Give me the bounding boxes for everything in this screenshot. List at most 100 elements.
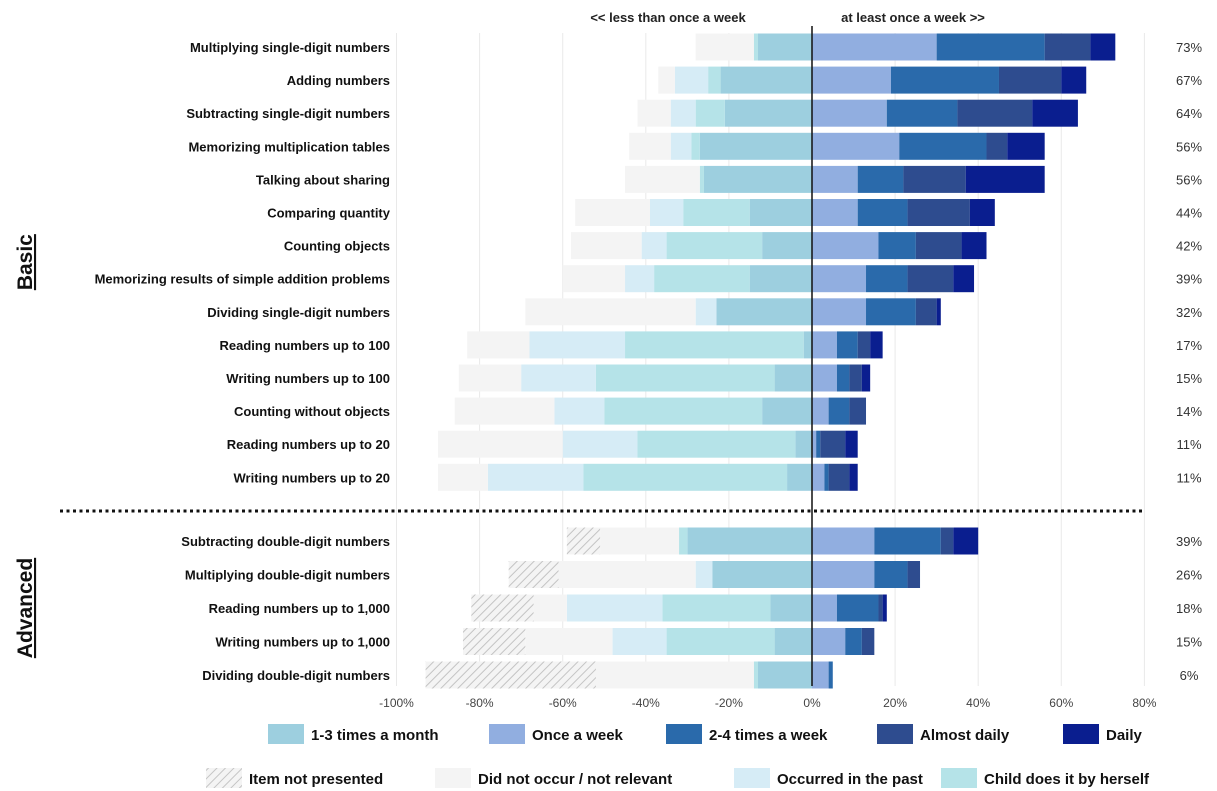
bar-occurred-in-the-past-multiplying-double-digit-numbers	[695, 561, 713, 588]
bar-item-not-presented-subtracting-double-digit-numbers	[566, 527, 601, 555]
category-label-dividing-single-digit-numbers: Dividing single-digit numbers	[207, 305, 390, 320]
bar-did-not-occur-not-relevant-writing-numbers-up-to-100	[458, 364, 522, 392]
category-label-multiplying-single-digit-numbers: Multiplying single-digit numbers	[190, 40, 390, 55]
bar-2-4-times-a-week-reading-numbers-up-to-1-000	[836, 594, 879, 622]
bar-1-3-times-a-month-talking-about-sharing	[703, 165, 812, 193]
bar-did-not-occur-not-relevant-reading-numbers-up-to-1-000	[533, 594, 567, 622]
percent-label-memorizing-multiplication-tables: 56%	[1176, 139, 1202, 154]
legend-item-once-a-week: Once a week	[489, 724, 624, 744]
legend-label-2-4-times-a-week: 2-4 times a week	[709, 727, 828, 744]
x-tick-label-40: 40%	[966, 696, 990, 710]
bar-once-a-week-reading-numbers-up-to-100	[812, 331, 837, 359]
bar-once-a-week-memorizing-results-of-simple-addition-problems	[812, 265, 867, 293]
bar-row-dividing-double-digit-numbers	[425, 661, 833, 689]
bar-1-3-times-a-month-multiplying-double-digit-numbers	[712, 561, 812, 588]
bar-item-not-presented-reading-numbers-up-to-1-000	[471, 594, 534, 622]
legend-swatch-almost-daily	[877, 724, 913, 744]
bar-row-multiplying-single-digit-numbers	[695, 33, 1116, 61]
bar-almost-daily-adding-numbers	[998, 66, 1062, 94]
bar-item-not-presented-multiplying-double-digit-numbers	[508, 561, 559, 588]
bar-2-4-times-a-week-writing-numbers-up-to-1-000	[845, 628, 862, 655]
bar-did-not-occur-not-relevant-multiplying-single-digit-numbers	[695, 33, 754, 61]
bar-once-a-week-dividing-single-digit-numbers	[812, 298, 867, 326]
bar-2-4-times-a-week-reading-numbers-up-to-100	[836, 331, 858, 359]
bar-did-not-occur-not-relevant-writing-numbers-up-to-1-000	[525, 628, 613, 655]
bar-1-3-times-a-month-adding-numbers	[720, 66, 812, 94]
bar-almost-daily-counting-objects	[915, 232, 962, 260]
gridlines	[396, 33, 1145, 686]
bar-once-a-week-multiplying-single-digit-numbers	[812, 33, 937, 61]
bar-almost-daily-memorizing-multiplication-tables	[986, 132, 1008, 160]
bar-1-3-times-a-month-dividing-single-digit-numbers	[716, 298, 812, 326]
bar-daily-comparing-quantity	[969, 199, 995, 226]
bar-2-4-times-a-week-talking-about-sharing	[857, 165, 904, 193]
bar-daily-reading-numbers-up-to-100	[870, 331, 883, 359]
percent-label-multiplying-single-digit-numbers: 73%	[1176, 40, 1202, 55]
percent-labels: 73% 67% 64% 56% 56% 44% 42% 39% 32% 17% 15% 14% 11% 1…	[1176, 40, 1202, 683]
category-label-memorizing-results-of-simple-addition-problems: Memorizing results of simple addition pr…	[95, 272, 390, 287]
percent-label-writing-numbers-up-to-1-000: 15%	[1176, 635, 1202, 650]
x-tick-label-20: -20%	[715, 696, 743, 710]
bar-row-counting-without-objects	[454, 397, 867, 425]
bar-1-3-times-a-month-counting-objects	[762, 232, 812, 260]
x-tick-label-80: -80%	[466, 696, 494, 710]
category-label-counting-without-objects: Counting without objects	[234, 404, 390, 419]
bar-row-counting-objects	[571, 232, 987, 260]
bar-child-does-it-by-herself-subtracting-double-digit-numbers	[679, 527, 688, 555]
bar-child-does-it-by-herself-reading-numbers-up-to-1-000	[662, 594, 771, 622]
bar-child-does-it-by-herself-subtracting-single-digit-numbers	[695, 99, 725, 127]
bar-child-does-it-by-herself-reading-numbers-up-to-20	[637, 430, 796, 458]
percent-label-talking-about-sharing: 56%	[1176, 172, 1202, 187]
bar-daily-memorizing-results-of-simple-addition-problems	[953, 265, 975, 293]
bar-almost-daily-subtracting-single-digit-numbers	[957, 99, 1033, 127]
bar-2-4-times-a-week-multiplying-double-digit-numbers	[874, 561, 908, 588]
legend-swatch-once-a-week	[489, 724, 525, 744]
bar-occurred-in-the-past-counting-without-objects	[554, 397, 605, 425]
bar-once-a-week-counting-objects	[812, 232, 879, 260]
bar-child-does-it-by-herself-talking-about-sharing	[699, 165, 704, 193]
bar-did-not-occur-not-relevant-reading-numbers-up-to-100	[467, 331, 530, 359]
legend-item-almost-daily: Almost daily	[877, 724, 1010, 744]
bar-did-not-occur-not-relevant-dividing-single-digit-numbers	[525, 298, 696, 326]
percent-label-counting-objects: 42%	[1176, 239, 1202, 254]
bar-almost-daily-reading-numbers-up-to-20	[820, 430, 846, 458]
bar-occurred-in-the-past-reading-numbers-up-to-100	[529, 331, 626, 359]
bar-once-a-week-writing-numbers-up-to-20	[812, 463, 825, 491]
bar-2-4-times-a-week-counting-objects	[878, 232, 916, 260]
bar-row-memorizing-multiplication-tables	[629, 132, 1045, 160]
legend-swatch-1-3-times-a-month	[268, 724, 304, 744]
bar-daily-subtracting-double-digit-numbers	[953, 527, 979, 555]
legend-item-item-not-presented: Item not presented	[206, 768, 383, 788]
bar-occurred-in-the-past-writing-numbers-up-to-1-000	[612, 628, 667, 655]
category-label-writing-numbers-up-to-1-000: Writing numbers up to 1,000	[215, 635, 390, 650]
legend-label-daily: Daily	[1106, 727, 1143, 744]
bar-row-reading-numbers-up-to-20	[438, 430, 858, 458]
legend-item-did-not-occur-not-relevant: Did not occur / not relevant	[435, 768, 672, 788]
legend-swatch-item-not-presented	[206, 768, 242, 788]
category-label-talking-about-sharing: Talking about sharing	[256, 172, 390, 187]
bar-daily-counting-objects	[961, 232, 987, 260]
bar-1-3-times-a-month-memorizing-results-of-simple-addition-problems	[749, 265, 812, 293]
bar-2-4-times-a-week-memorizing-multiplication-tables	[899, 132, 987, 160]
x-axis: -100% -80% -60% -40% -20% 0% 20% 40% 60% 80%	[379, 26, 1157, 710]
bar-almost-daily-memorizing-results-of-simple-addition-problems	[907, 265, 954, 293]
x-tick-label-60: 60%	[1049, 696, 1073, 710]
bar-daily-reading-numbers-up-to-20	[845, 430, 858, 458]
category-label-writing-numbers-up-to-100: Writing numbers up to 100	[226, 371, 390, 386]
category-labels: Multiplying single-digit numbers Adding n…	[95, 40, 391, 683]
bar-once-a-week-subtracting-single-digit-numbers	[812, 99, 887, 127]
bar-daily-writing-numbers-up-to-20	[849, 463, 858, 491]
bar-row-adding-numbers	[658, 66, 1087, 94]
legend-item-1-3-times-a-month: 1-3 times a month	[268, 724, 439, 744]
bars	[425, 33, 1116, 689]
bar-2-4-times-a-week-dividing-single-digit-numbers	[866, 298, 916, 326]
legend-swatch-occurred-in-the-past	[734, 768, 770, 788]
bar-once-a-week-adding-numbers	[812, 66, 891, 94]
bar-row-writing-numbers-up-to-100	[458, 364, 871, 392]
bar-child-does-it-by-herself-adding-numbers	[708, 66, 721, 94]
x-tick-label-60: -60%	[549, 696, 577, 710]
bar-almost-daily-writing-numbers-up-to-20	[828, 463, 850, 491]
bar-once-a-week-talking-about-sharing	[812, 165, 858, 193]
percent-label-dividing-single-digit-numbers: 32%	[1176, 305, 1202, 320]
percent-label-subtracting-double-digit-numbers: 39%	[1176, 534, 1202, 549]
